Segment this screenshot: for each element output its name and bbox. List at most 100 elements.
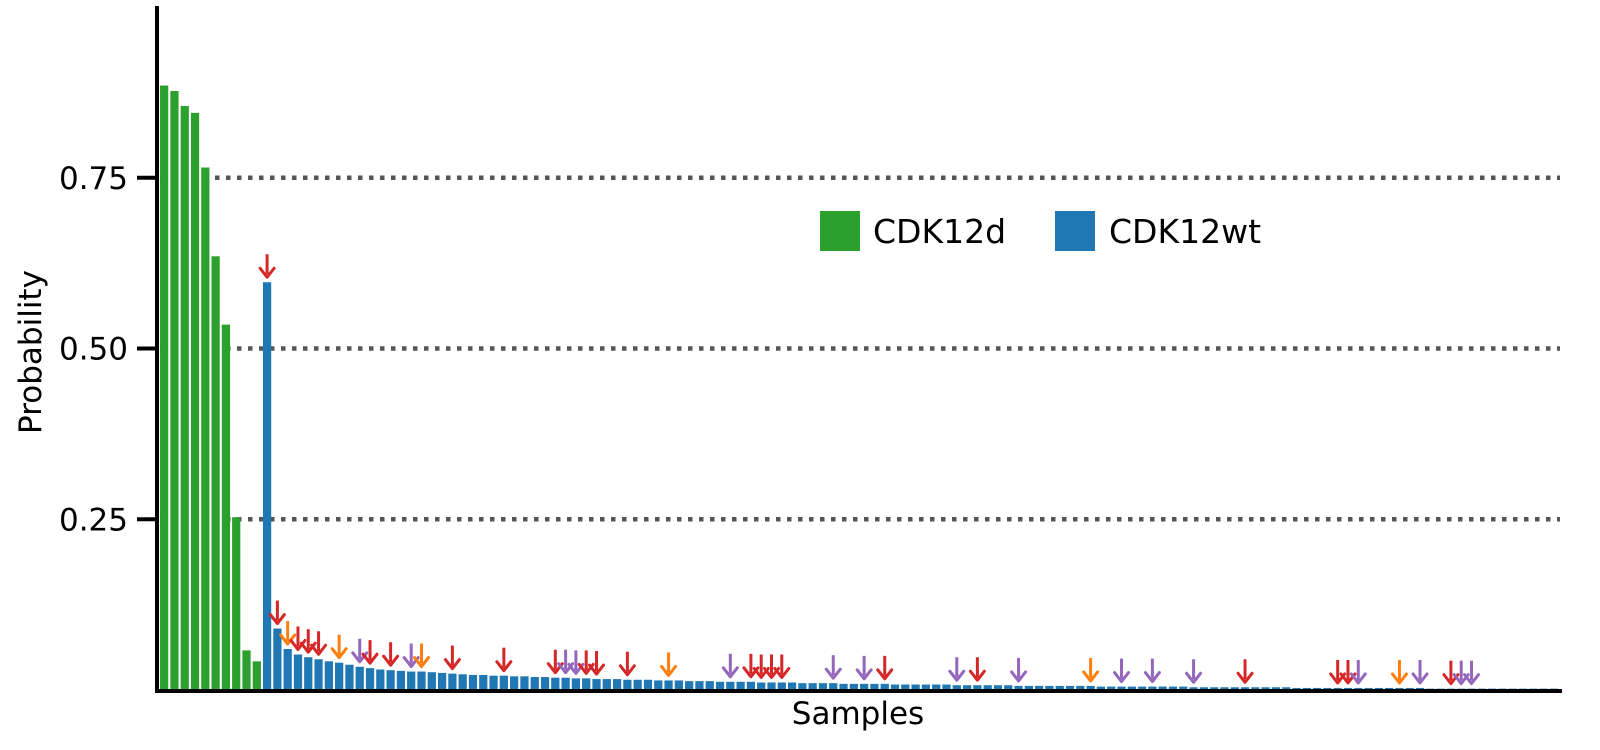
bar-cdk12wt (674, 680, 683, 690)
bar-cdk12wt (561, 677, 570, 690)
y-ticks: 0.25 0.50 0.75 (59, 161, 157, 538)
bar-cdk12wt (355, 666, 364, 690)
arrow-marker-orange (330, 634, 348, 660)
bar-cdk12wt (293, 654, 303, 690)
bar-cdk12wt (304, 657, 313, 690)
bar-cdk12wt (510, 676, 519, 690)
arrow-marker-orange (660, 652, 678, 677)
bar-cdk12wt (1045, 685, 1054, 690)
bar-cdk12wt (1364, 687, 1373, 690)
bar-cdk12wt (262, 282, 272, 690)
bar-cdk12wt (664, 680, 673, 690)
arrow-marker-red (1442, 660, 1460, 686)
arrow-marker-red (752, 654, 770, 679)
bar-cdk12wt (1385, 687, 1394, 690)
bar-cdk12wt (1282, 687, 1291, 690)
bar-cdk12wt (860, 683, 869, 690)
y-tick-label: 0.50 (59, 332, 128, 368)
bar-cdk12wt (1189, 687, 1198, 690)
arrow-marker-red (310, 631, 328, 656)
bar-cdk12wt (1271, 687, 1281, 690)
bar-cdk12wt (582, 678, 591, 690)
arrow-marker-purple (1463, 660, 1480, 686)
bar-cdk12wt (1024, 685, 1033, 690)
arrow-marker-red (588, 651, 605, 676)
arrow-marker-red (382, 642, 400, 667)
arrow-marker-red (763, 654, 780, 679)
bar-cdk12wt (407, 671, 416, 690)
bar-cdk12wt (530, 677, 539, 690)
bar-cdk12wt (1220, 687, 1229, 690)
bar-cdk12wt (808, 683, 817, 690)
bar-cdk12wt (1076, 685, 1085, 690)
arrow-marker-purple (1113, 658, 1130, 684)
arrow-marker-red (495, 647, 513, 673)
bar-cdk12d (160, 85, 169, 691)
legend-label-cdk12wt: CDK12wt (1109, 212, 1261, 251)
bar-cdk12wt (1405, 687, 1414, 690)
arrow-marker-orange (413, 643, 430, 669)
bar-cdk12wt (602, 679, 611, 690)
arrow-marker-red (618, 651, 636, 677)
bar-cdk12wt (962, 685, 972, 690)
arrow-marker-purple (557, 649, 575, 675)
bar-cdk12wt (1004, 685, 1013, 690)
arrow-marker-purple (567, 650, 585, 675)
bar-cdk12d (170, 91, 179, 690)
bar-cdk12wt (1107, 686, 1116, 690)
bar-cdk12wt (1086, 685, 1095, 690)
bar-cdk12wt (273, 628, 282, 690)
bar-cdk12wt (396, 670, 406, 690)
bar-cdk12wt (1127, 686, 1136, 690)
arrow-marker-purple (855, 655, 873, 681)
bar-cdk12wt (1014, 685, 1023, 690)
arrow-marker-red (1339, 659, 1357, 685)
gridlines (160, 175, 1560, 522)
bar-cdk12wt (983, 685, 992, 690)
arrow-marker-red (742, 653, 760, 679)
bar-cdk12wt (726, 681, 735, 690)
legend-swatch-cdk12d (820, 211, 860, 251)
bar-cdk12wt (427, 672, 436, 690)
bar-cdk12d (242, 650, 251, 690)
bar-cdk12wt (705, 681, 714, 690)
bar-cdk12wt (1343, 687, 1353, 690)
arrow-marker-red (546, 649, 564, 675)
bar-cdk12wt (324, 661, 333, 690)
arrow-marker-red (1236, 659, 1254, 684)
bar-cdk12wt (1210, 687, 1219, 690)
bar-cdk12wt (911, 684, 920, 690)
bar-cdk12wt (1158, 686, 1167, 690)
bar-cdk12wt (643, 679, 653, 690)
bar-cdk12wt (1323, 687, 1332, 690)
bar-cdk12d (180, 106, 189, 690)
arrow-marker-orange (1082, 657, 1100, 683)
bar-cdk12wt (1312, 687, 1322, 690)
bar-cdk12wt (1240, 687, 1250, 690)
arrow-marker-red (361, 640, 379, 665)
x-axis-title: Samples (792, 696, 924, 732)
bar-cdk12wt (386, 670, 395, 690)
bar-cdk12wt (468, 674, 478, 690)
bar-cdk12wt (335, 662, 344, 690)
bar-cdk12wt (777, 682, 786, 690)
bar-cdk12wt (623, 679, 632, 690)
bar-cdk12wt (880, 683, 889, 690)
y-axis-title: Probability (13, 270, 49, 434)
bar-cdk12wt (890, 684, 900, 690)
legend: CDK12d CDK12wt (820, 211, 1261, 251)
arrow-marker-red (443, 645, 461, 671)
bar-cdk12wt (952, 685, 961, 690)
bar-cdk12wt (437, 672, 447, 690)
bar-cdk12wt (1395, 687, 1404, 690)
bar-cdk12wt (695, 681, 704, 690)
arrow-marker-purple (1411, 659, 1429, 685)
bar-cdk12wt (1292, 687, 1301, 690)
bar-cdk12wt (1230, 687, 1239, 690)
bar-cdk12wt (489, 675, 498, 690)
arrow-marker-purple (1185, 659, 1203, 684)
bar-cdk12wt (592, 679, 601, 690)
bar-cdk12wt (839, 683, 848, 690)
bar-cdk12wt (798, 683, 807, 690)
arrow-marker-red (268, 600, 286, 626)
